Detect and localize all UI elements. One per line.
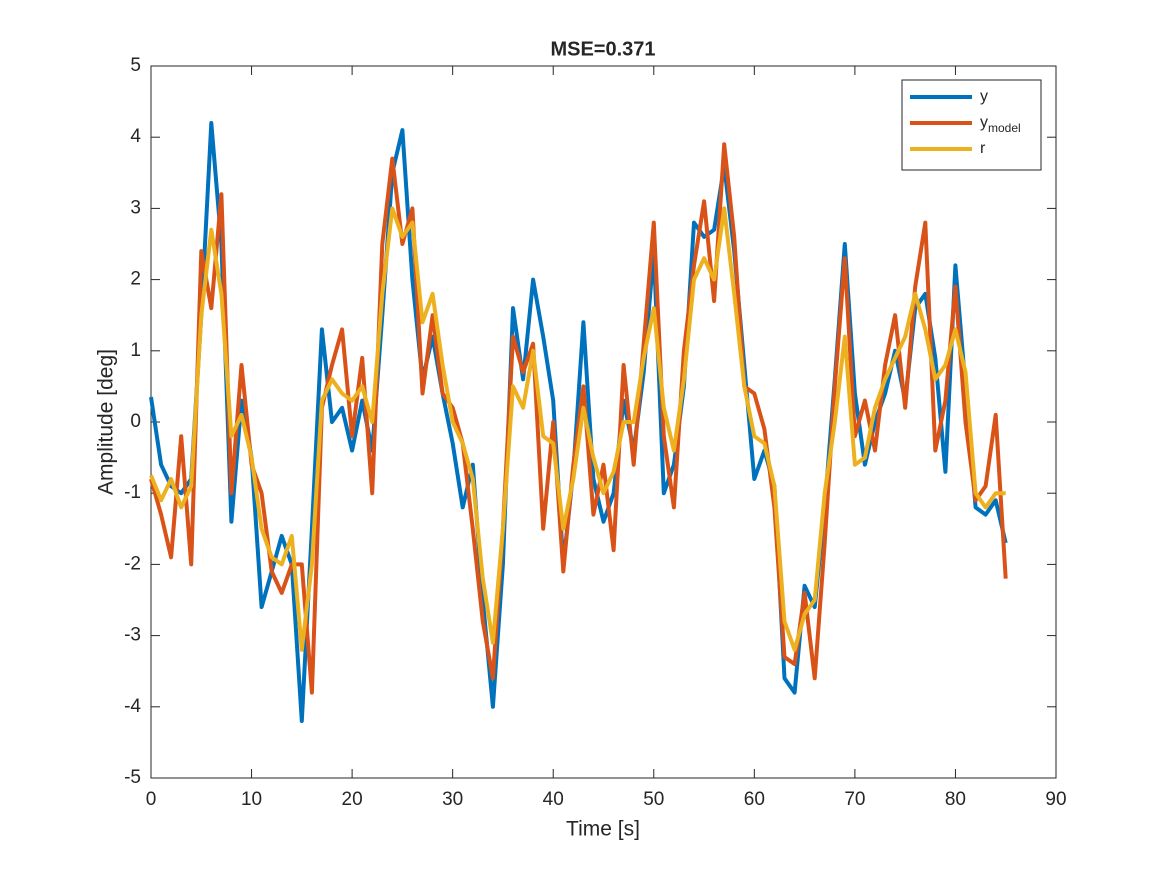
x-tick-label: 0 (146, 789, 157, 810)
x-tick-label: 50 (643, 789, 664, 810)
y-tick-label: 2 (130, 269, 141, 290)
y-tick-label: 3 (130, 197, 141, 218)
x-tick-label: 40 (543, 789, 564, 810)
x-axis-label: Time [s] (566, 818, 640, 841)
y-tick-label: 1 (130, 340, 141, 361)
legend-label: r (980, 140, 986, 157)
legend-label: ymodel (980, 114, 1021, 135)
y-tick-label: -3 (124, 625, 141, 646)
x-tick-label: 90 (1045, 789, 1066, 810)
y-tick-label: 0 (130, 411, 141, 432)
chart-title: MSE=0.371 (550, 38, 655, 60)
x-tick-label: 30 (442, 789, 463, 810)
x-tick-label: 20 (342, 789, 363, 810)
x-tick-label: 80 (945, 789, 966, 810)
y-tick-label: -2 (124, 553, 141, 574)
series-line (149, 206, 1006, 652)
y-tick-label: -4 (124, 696, 141, 717)
legend-label: y (980, 88, 988, 105)
x-tick-label: 10 (241, 789, 262, 810)
y-tick-label: -1 (124, 482, 141, 503)
y-axis-label: Amplitude [deg] (95, 349, 118, 495)
y-tick-label: 5 (130, 55, 141, 76)
x-tick-label: 70 (844, 789, 865, 810)
y-tick-label: 4 (130, 126, 141, 147)
series-line (149, 121, 1008, 723)
plot-box (150, 65, 1057, 779)
y-tick-label: -5 (124, 767, 141, 788)
x-tick-label: 60 (744, 789, 765, 810)
